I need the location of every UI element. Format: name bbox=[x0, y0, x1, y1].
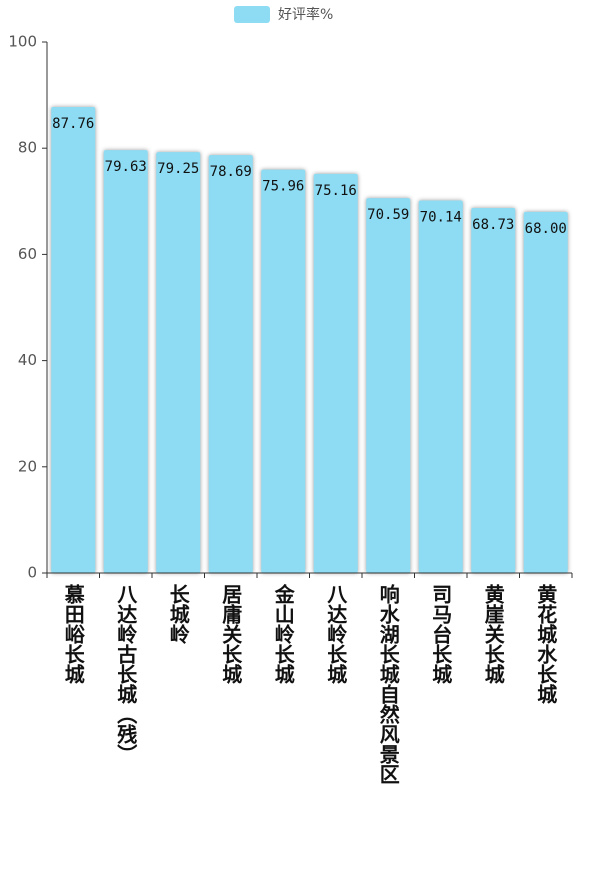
bar bbox=[156, 152, 201, 573]
value-label: 68.73 bbox=[472, 217, 514, 233]
value-label: 75.16 bbox=[315, 183, 357, 199]
x-tick-label: 八达岭长城 bbox=[324, 584, 348, 685]
legend-label: 好评率% bbox=[278, 6, 333, 23]
y-tick-label: 60 bbox=[18, 245, 37, 263]
y-tick-label: 80 bbox=[18, 139, 37, 157]
y-tick-label: 20 bbox=[18, 457, 37, 475]
x-tick-label: 金山岭长城 bbox=[271, 583, 295, 685]
legend-swatch bbox=[234, 6, 270, 23]
bar bbox=[261, 169, 306, 573]
x-tick-label: 慕田峪长城 bbox=[61, 584, 85, 685]
bar bbox=[103, 150, 148, 573]
x-tick-label: 黄花城水长城 bbox=[534, 583, 558, 705]
bar bbox=[366, 198, 411, 573]
x-tick-label: 长城岭 bbox=[166, 584, 190, 645]
bar bbox=[51, 106, 96, 574]
x-tick-label: 司马台长城 bbox=[429, 584, 453, 685]
x-tick-label: 响水湖长城自然风景区 bbox=[376, 583, 400, 784]
value-label: 87.76 bbox=[52, 116, 94, 132]
value-label: 75.96 bbox=[262, 179, 304, 195]
value-label: 68.00 bbox=[525, 221, 567, 237]
value-label: 79.25 bbox=[157, 161, 199, 177]
y-tick-label: 40 bbox=[18, 351, 37, 369]
bar bbox=[208, 155, 253, 573]
bar bbox=[418, 200, 463, 574]
y-tick-label: 0 bbox=[27, 564, 37, 582]
bar bbox=[523, 211, 568, 574]
x-tick-label: 黄崖关长城 bbox=[481, 583, 505, 685]
x-tick-label: 居庸关长城 bbox=[219, 584, 243, 685]
value-label: 70.59 bbox=[367, 207, 409, 223]
x-tick-label: 八达岭古长城（残） bbox=[114, 584, 138, 764]
value-label: 79.63 bbox=[105, 159, 147, 175]
value-label: 78.69 bbox=[210, 164, 252, 180]
bar bbox=[313, 173, 358, 574]
value-label: 70.14 bbox=[420, 210, 462, 226]
y-tick-label: 100 bbox=[8, 33, 37, 51]
bar bbox=[471, 208, 516, 573]
